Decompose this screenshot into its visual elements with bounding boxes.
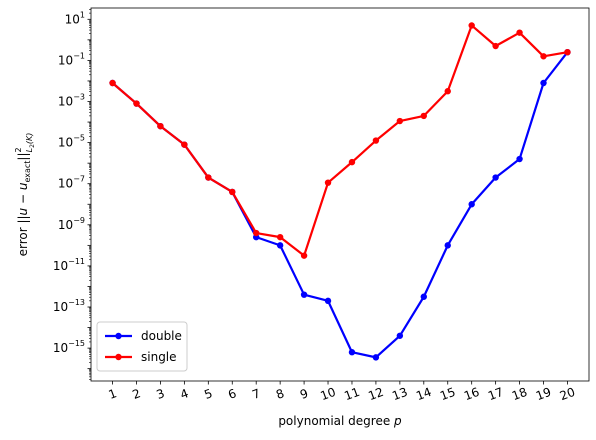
data-point: [516, 29, 523, 36]
x-tick-label: 15: [438, 385, 457, 403]
x-axis-label-text: polynomial degree: [278, 414, 394, 428]
data-point: [420, 293, 427, 300]
y-tick-label: 101: [65, 10, 85, 26]
x-tick-label: 3: [154, 386, 166, 402]
legend-marker: [115, 353, 122, 361]
data-point: [276, 233, 284, 241]
y-tick-label: 10−15: [53, 339, 85, 355]
y-tick-label: 10−1: [58, 51, 85, 67]
x-tick-label: 14: [414, 385, 433, 403]
y-tick-label: 10−3: [58, 93, 85, 109]
legend-label: single: [141, 350, 177, 364]
data-point: [420, 112, 427, 120]
x-tick-label: 10: [318, 385, 337, 403]
y-tick-label: 10−11: [53, 257, 85, 273]
x-tick-label: 11: [342, 385, 361, 403]
legend-item-single: single: [105, 350, 177, 364]
data-point: [468, 22, 475, 29]
data-point: [109, 79, 116, 87]
data-point: [396, 332, 404, 339]
data-point: [300, 252, 308, 259]
data-point: [444, 242, 451, 249]
data-point: [181, 141, 188, 148]
plot-area: [91, 8, 589, 381]
x-axis-label-var: p: [393, 414, 402, 428]
data-point: [348, 349, 356, 356]
y-tick-label: 10−5: [58, 134, 85, 150]
series-line: [111, 24, 568, 257]
x-tick-label: 19: [534, 385, 553, 403]
data-point: [133, 100, 140, 107]
x-tick-label: 12: [366, 385, 385, 403]
legend-label: double: [141, 329, 182, 343]
x-tick-labels: 1 2 3 4 5 6 7 8 9 10 11 12 13 14 15 16 17 18 19 20: [107, 385, 577, 403]
data-point: [564, 48, 571, 56]
series-layer: [109, 22, 571, 361]
data-point: [324, 297, 332, 305]
data-point: [229, 188, 236, 196]
x-tick-label: 16: [462, 385, 481, 403]
x-axis-label: polynomial degree p: [278, 414, 402, 428]
x-tick-label: 18: [510, 385, 529, 403]
data-point: [348, 158, 356, 166]
data-point: [396, 117, 404, 125]
series-single: [109, 22, 571, 259]
data-point: [276, 242, 284, 249]
data-point: [492, 42, 499, 50]
y-tick-label: 10−13: [53, 298, 85, 314]
data-point: [492, 174, 499, 181]
x-tick-label: 13: [390, 385, 409, 403]
legend-item-double: double: [105, 329, 182, 343]
legend-marker: [115, 332, 122, 340]
y-axis-label: error ||u − uexact||2 L2(K): [14, 133, 36, 257]
plot-frame: [90, 7, 590, 382]
y-tick-labels: 101 10−1 10−3 10−5 10−7 10−9 10−11 10−13 10−15: [53, 10, 85, 355]
x-tick-label: 20: [558, 385, 577, 403]
x-tick-label: 1: [107, 386, 119, 402]
x-tick-label: 6: [226, 386, 238, 402]
x-tick-label: 2: [131, 386, 143, 402]
x-tick-label: 17: [486, 385, 505, 403]
x-tick-label: 7: [250, 386, 262, 402]
data-point: [372, 137, 380, 144]
x-tick-label: 8: [274, 386, 286, 402]
x-tick-label: 5: [202, 386, 214, 402]
data-point: [468, 201, 475, 208]
x-tick-label: 4: [178, 386, 190, 402]
y-tick-label: 10−9: [58, 216, 85, 232]
data-point: [516, 155, 523, 163]
legend: double single: [96, 321, 188, 372]
data-point: [540, 53, 547, 60]
y-tick-label: 10−7: [58, 175, 85, 191]
data-point: [540, 79, 547, 87]
data-point: [324, 179, 332, 186]
data-point: [444, 88, 451, 95]
data-point: [300, 291, 308, 298]
data-point: [253, 229, 260, 237]
x-tick-label: 9: [298, 386, 310, 402]
data-point: [372, 354, 380, 361]
data-point: [157, 122, 164, 130]
data-point: [205, 174, 212, 181]
